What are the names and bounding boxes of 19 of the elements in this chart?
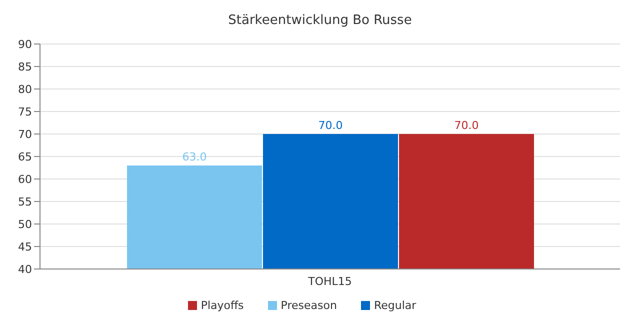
chart-title: Stärkeentwicklung Bo Russe — [227, 12, 413, 30]
y-tick-label: 70 — [18, 128, 32, 141]
legend-label: Regular — [374, 299, 416, 312]
y-tick-label: 50 — [18, 218, 32, 231]
x-tick-label: TOHL15 — [307, 274, 352, 288]
legend-label: Playoffs — [200, 299, 244, 312]
y-tick-label: 45 — [18, 240, 32, 254]
y-tick-label: 65 — [18, 150, 32, 164]
y-tick-label: 75 — [18, 105, 32, 118]
legend-label: Preseason — [280, 299, 337, 312]
y-tick-label: 40 — [18, 262, 32, 276]
y-tick-label: 80 — [18, 82, 32, 96]
y-tick-label: 90 — [18, 38, 32, 51]
data-label: 70.0 — [318, 119, 343, 132]
data-label: 70.0 — [454, 119, 479, 132]
y-tick-label: 85 — [18, 60, 32, 74]
data-label: 63.0 — [182, 150, 207, 164]
y-tick-label: 60 — [18, 172, 32, 186]
y-tick-label: 55 — [18, 195, 32, 208]
